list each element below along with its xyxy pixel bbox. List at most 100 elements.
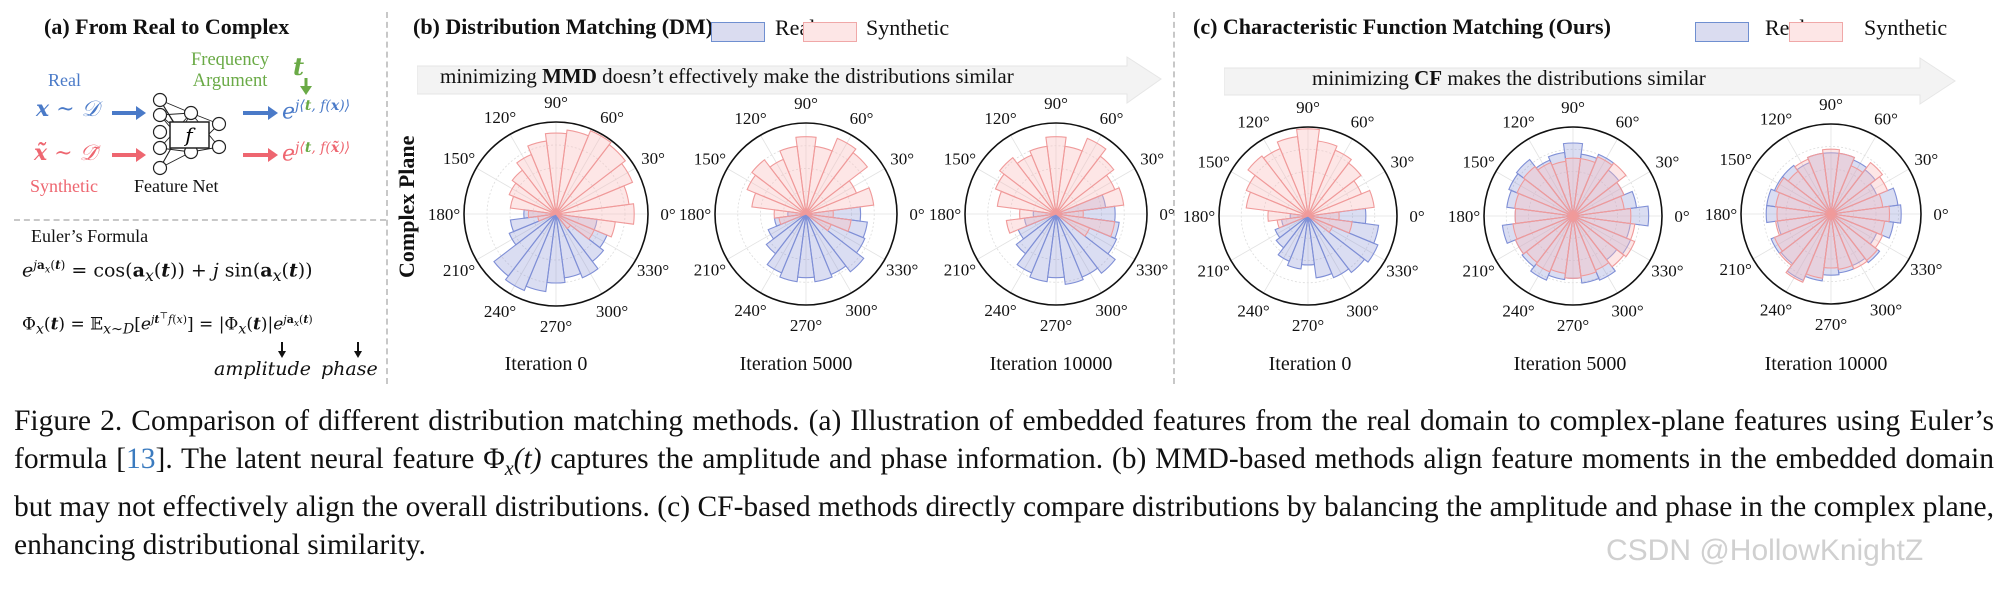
svg-text:330°: 330° (1386, 262, 1418, 281)
iteration-label-c-0: Iteration 0 (1268, 353, 1352, 375)
iteration-label-c-10000: Iteration 10000 (1764, 353, 1888, 375)
polar-chart-b-1: 0° 30° 60° 90° 120° 150° 180° 210° 240° 270° 300° 3… (679, 94, 925, 335)
svg-text:330°: 330° (886, 261, 918, 280)
svg-text:30°: 30° (1390, 153, 1414, 172)
svg-text:120°: 120° (734, 109, 766, 128)
svg-text:240°: 240° (734, 301, 766, 320)
svg-text:150°: 150° (1720, 150, 1752, 169)
t-down-arrow-icon (300, 78, 312, 95)
svg-text:300°: 300° (1095, 301, 1127, 320)
feature-net-diagram: f (112, 78, 312, 176)
phase-arrow-icon (354, 342, 362, 358)
svg-text:0°: 0° (1674, 207, 1689, 226)
divider-a-horizontal (14, 219, 386, 221)
svg-text:120°: 120° (1760, 110, 1792, 129)
legend-synthetic-swatch (803, 22, 857, 42)
legend-synthetic-swatch-c (1789, 22, 1843, 42)
svg-text:30°: 30° (890, 150, 914, 169)
svg-text:150°: 150° (1197, 153, 1229, 172)
svg-text:0°: 0° (1409, 207, 1424, 226)
svg-text:90°: 90° (1819, 95, 1843, 114)
svg-text:300°: 300° (1346, 301, 1378, 320)
divider-b-c (1173, 12, 1175, 384)
euler-heading: Euler’s Formula (31, 226, 149, 246)
panel-b-title: (b) Distribution Matching (DM) (413, 14, 714, 39)
panel-a-title: (a) From Real to Complex (44, 14, 290, 39)
svg-text:0°: 0° (909, 205, 924, 224)
amplitude-label: amplitude (214, 358, 311, 380)
svg-text:60°: 60° (600, 108, 624, 127)
svg-text:0°: 0° (1933, 205, 1948, 224)
svg-text:120°: 120° (1237, 113, 1269, 132)
real-label: Real (48, 70, 81, 90)
panel-c-title: (c) Characteristic Function Matching (Ou… (1193, 14, 1611, 39)
svg-text:180°: 180° (1448, 207, 1480, 226)
svg-text:90°: 90° (1561, 98, 1585, 117)
svg-text:90°: 90° (1296, 98, 1320, 117)
svg-text:90°: 90° (794, 94, 818, 113)
svg-text:150°: 150° (443, 149, 475, 168)
f-box (169, 121, 210, 149)
synthetic-output-arrow-icon (243, 148, 278, 162)
svg-text:60°: 60° (1351, 113, 1375, 132)
legend-real-swatch-c (1695, 22, 1749, 42)
banner-b-text: minimizing MMD doesn’t effectively make … (440, 64, 1014, 88)
svg-text:240°: 240° (484, 302, 516, 321)
polar-chart-b-0: 0° 30° 60° 90° 120° 150° 180° 210° 240° 270° 300° 3… (428, 93, 676, 336)
polar-chart-c-3: 0° 30° 60° 90° 120° 150° 180° 210° 240° 270° 300° 3… (1183, 98, 1425, 335)
svg-text:210°: 210° (1720, 260, 1752, 279)
svg-text:60°: 60° (1874, 110, 1898, 129)
svg-text:150°: 150° (1462, 153, 1494, 172)
svg-text:90°: 90° (544, 93, 568, 112)
svg-text:270°: 270° (790, 316, 822, 335)
synthetic-label: Synthetic (30, 176, 98, 196)
synthetic-distribution: x̃ ~ 𝒟̃ (34, 140, 98, 166)
legend-synthetic-label-c: Synthetic (1864, 15, 1948, 40)
citation-link[interactable]: 13 (126, 443, 156, 475)
svg-text:150°: 150° (944, 150, 976, 169)
svg-text:240°: 240° (1760, 300, 1792, 319)
euler-formula: ejax(t) = cos(ax(t)) + j sin(ax(t)) (22, 258, 313, 286)
svg-text:30°: 30° (1914, 150, 1938, 169)
characteristic-function-formula: Φx(t) = 𝔼x∼D[ejt⊤f(x)] = |Φx(t)|ejax(t) (22, 310, 313, 338)
svg-text:180°: 180° (929, 205, 961, 224)
t-label: t (293, 52, 305, 81)
amplitude-arrow-icon (278, 342, 286, 358)
svg-text:120°: 120° (1502, 113, 1534, 132)
svg-text:270°: 270° (1292, 316, 1324, 335)
svg-text:300°: 300° (596, 302, 628, 321)
real-output-expression: ej⟨t, f(x)⟩ (282, 98, 351, 125)
real-input-arrow-icon (112, 106, 146, 120)
synthetic-input-arrow-icon (112, 148, 146, 162)
svg-text:180°: 180° (1705, 205, 1737, 224)
watermark: CSDN @HollowKnightZ (1606, 534, 1924, 567)
frequency-argument-label: Frequency Argument (191, 50, 270, 91)
feature-net-label: Feature Net (134, 176, 219, 196)
svg-text:0°: 0° (660, 205, 675, 224)
formula-arrows (278, 342, 362, 358)
svg-text:30°: 30° (1655, 153, 1679, 172)
svg-text:180°: 180° (428, 205, 460, 224)
svg-text:330°: 330° (1910, 260, 1942, 279)
banner-arrow-b (417, 56, 1162, 104)
banner-arrow-c (1224, 57, 1956, 105)
polar-chart-b-2: 0° 30° 60° 90° 120° 150° 180° 210° 240° 270° 300° 3… (929, 94, 1175, 335)
svg-text:240°: 240° (1237, 301, 1269, 320)
svg-text:30°: 30° (1140, 150, 1164, 169)
svg-text:180°: 180° (1183, 207, 1215, 226)
svg-text:300°: 300° (1611, 301, 1643, 320)
iteration-label-b-10000: Iteration 10000 (989, 353, 1113, 375)
svg-text:210°: 210° (694, 261, 726, 280)
real-output-arrow-icon (243, 106, 278, 120)
iteration-label-c-5000: Iteration 5000 (1513, 353, 1627, 375)
legend-synthetic-label: Synthetic (866, 15, 950, 40)
svg-text:240°: 240° (984, 301, 1016, 320)
svg-text:270°: 270° (1557, 316, 1589, 335)
legend-real-swatch (711, 22, 765, 42)
banner-c-text: minimizing CF makes the distributions si… (1312, 66, 1706, 90)
svg-text:330°: 330° (1651, 262, 1683, 281)
svg-text:60°: 60° (1616, 113, 1640, 132)
svg-text:300°: 300° (845, 301, 877, 320)
svg-text:90°: 90° (1044, 94, 1068, 113)
svg-text:240°: 240° (1502, 301, 1534, 320)
